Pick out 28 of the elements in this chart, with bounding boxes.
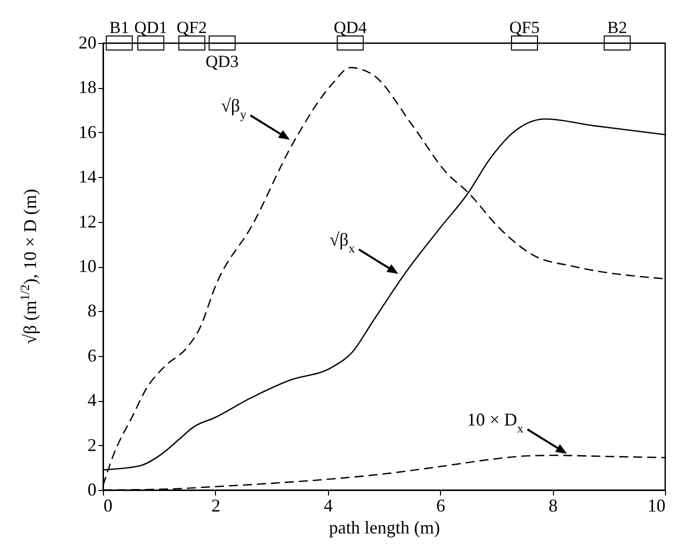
y-tick-label: 20 xyxy=(78,32,96,52)
y-tick-label: 18 xyxy=(78,77,96,98)
x-tick-label: 0 xyxy=(104,496,112,516)
x-tick-label: 8 xyxy=(548,496,558,516)
annotation: 10 × D$_{x}$ xyxy=(467,409,524,436)
y-tick-label: 2 xyxy=(88,434,96,455)
y-tick-label: 8 xyxy=(88,300,96,321)
y-tick-label: 0 xyxy=(88,480,96,500)
x-tick-label: 4 xyxy=(324,496,333,516)
annotation: B2 xyxy=(607,18,628,37)
x-tick-label: 6 xyxy=(436,496,446,516)
y-tick-label: 10 xyxy=(78,256,96,276)
y-tick-label: 6 xyxy=(88,345,96,366)
annotation: QF5 xyxy=(509,18,540,37)
y-tick-label: 4 xyxy=(88,390,96,410)
annotation: B1 xyxy=(109,18,130,37)
annotation: √β$_{x}$ xyxy=(330,229,356,256)
y-tick-label: 16 xyxy=(78,122,96,142)
x-axis-title: path length (m) xyxy=(329,518,440,538)
annotation: QD4 xyxy=(334,18,368,37)
annotation: √β$_{y}$ xyxy=(221,95,248,122)
x-tick-label: 2 xyxy=(211,496,220,516)
annotation: QD1 xyxy=(134,18,168,37)
y-tick-label: 14 xyxy=(78,166,96,187)
x-tick-label: 10 xyxy=(648,496,666,516)
annotation: QD3 xyxy=(206,52,239,71)
y-tick-label: 12 xyxy=(78,211,96,232)
annotation: QF2 xyxy=(176,18,207,37)
